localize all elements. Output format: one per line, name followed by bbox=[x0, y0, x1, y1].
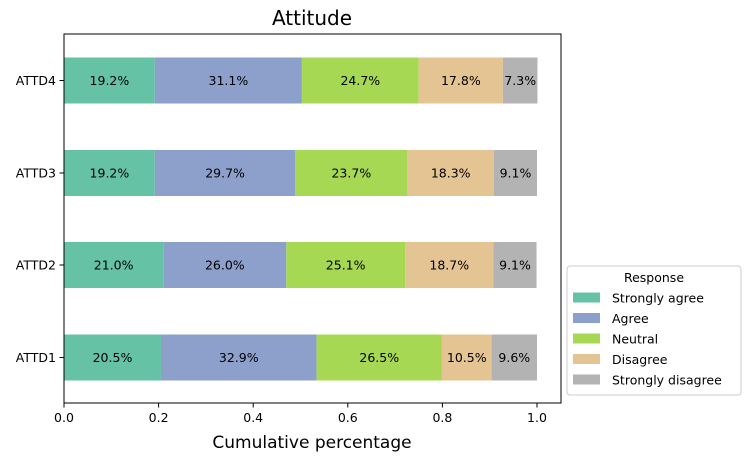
legend-title: Response bbox=[624, 270, 684, 285]
legend-label: Strongly agree bbox=[612, 291, 704, 306]
bar-segment bbox=[407, 150, 494, 196]
bar-segment bbox=[502, 57, 538, 104]
x-tick-label: 0.4 bbox=[243, 410, 263, 425]
y-tick-label: ATTD2 bbox=[16, 258, 56, 273]
bar-segment bbox=[301, 57, 419, 104]
bar-data-label: 25.1% bbox=[326, 258, 366, 273]
bar-data-label: 9.1% bbox=[499, 258, 531, 273]
legend: Response Strongly agree Agree Neutral Disag… bbox=[566, 265, 742, 396]
bar-segment bbox=[493, 242, 537, 288]
x-tick-label: 0.0 bbox=[54, 410, 74, 425]
bar-data-label: 32.9% bbox=[219, 350, 259, 365]
bar-data-label: 19.2% bbox=[90, 73, 130, 88]
bar-segment bbox=[405, 242, 494, 288]
bar-labels-group: 20.5% 32.9% 26.5% 10.5% 9.6% 21.0% 26.0% 25.1% 1… bbox=[90, 73, 537, 365]
bar-data-label: 19.2% bbox=[90, 166, 130, 181]
x-axis: 0.0 0.2 0.4 0.6 0.8 1.0 bbox=[54, 403, 547, 425]
bar-data-label: 29.7% bbox=[205, 166, 245, 181]
bar-segment bbox=[154, 57, 302, 104]
bar-data-label: 26.5% bbox=[359, 350, 399, 365]
bar-segment bbox=[154, 150, 296, 196]
bar-segment bbox=[491, 334, 537, 381]
bar-segment bbox=[160, 334, 317, 381]
legend-label: Neutral bbox=[612, 332, 658, 347]
bar-segment bbox=[64, 57, 155, 104]
legend-label: Strongly disagree bbox=[612, 373, 722, 388]
bar-segment bbox=[286, 242, 406, 288]
bar-segment bbox=[64, 242, 164, 288]
x-tick-label: 0.6 bbox=[338, 410, 358, 425]
bar-data-label: 26.0% bbox=[205, 258, 245, 273]
chart-title: Attitude bbox=[272, 6, 352, 30]
legend-swatch bbox=[573, 354, 600, 364]
bar-data-label: 18.3% bbox=[431, 166, 471, 181]
bars-group bbox=[64, 57, 538, 381]
legend-swatch bbox=[573, 374, 600, 385]
bar-segment bbox=[418, 57, 503, 104]
bar-data-label: 24.7% bbox=[340, 73, 380, 88]
bar-segment bbox=[295, 150, 408, 196]
bar-segment bbox=[163, 242, 287, 288]
plot-frame bbox=[63, 33, 562, 404]
legend-swatch bbox=[573, 292, 600, 303]
bar-data-label: 10.5% bbox=[447, 350, 487, 365]
y-tick-label: ATTD3 bbox=[16, 166, 56, 181]
legend-label: Agree bbox=[612, 311, 649, 326]
x-tick-label: 1.0 bbox=[527, 410, 547, 425]
bar-segment bbox=[64, 150, 155, 196]
bar-segment bbox=[64, 334, 161, 381]
x-tick-label: 0.2 bbox=[149, 410, 169, 425]
bar-data-label: 7.3% bbox=[504, 73, 536, 88]
bar-data-label: 9.6% bbox=[498, 350, 530, 365]
y-tick-label: ATTD1 bbox=[16, 350, 56, 365]
bar-data-label: 20.5% bbox=[93, 350, 133, 365]
bar-data-label: 9.1% bbox=[500, 166, 532, 181]
bar-data-label: 21.0% bbox=[94, 258, 134, 273]
x-tick-label: 0.8 bbox=[432, 410, 452, 425]
legend-label: Disagree bbox=[612, 352, 668, 367]
bar-segment bbox=[441, 334, 492, 381]
x-axis-label: Cumulative percentage bbox=[212, 433, 411, 453]
legend-entries: Strongly agree Agree Neutral Disagree Strong… bbox=[573, 291, 722, 388]
legend-frame bbox=[566, 265, 742, 396]
bar-data-label: 18.7% bbox=[429, 258, 469, 273]
y-axis: ATTD1 ATTD2 ATTD3 ATTD4 bbox=[16, 73, 64, 365]
legend-swatch bbox=[573, 313, 600, 323]
bar-data-label: 17.8% bbox=[441, 73, 481, 88]
bar-segment bbox=[316, 334, 442, 381]
legend-swatch bbox=[573, 333, 600, 344]
bar-data-label: 31.1% bbox=[209, 73, 249, 88]
bar-data-label: 23.7% bbox=[331, 166, 371, 181]
bar-segment bbox=[493, 150, 537, 196]
y-tick-label: ATTD4 bbox=[16, 73, 56, 88]
